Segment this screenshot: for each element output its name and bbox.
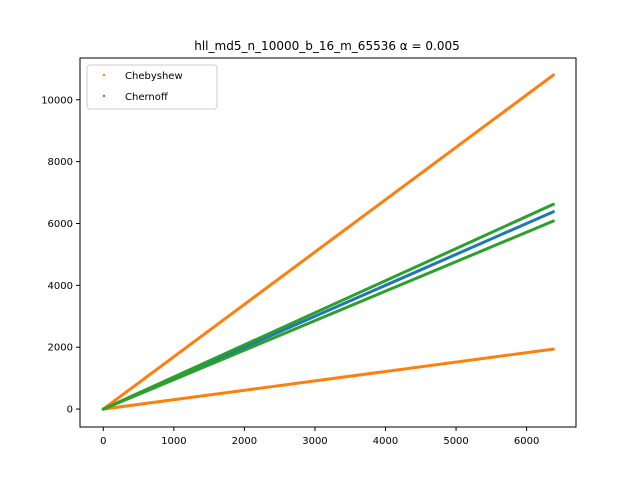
- legend-marker: [102, 73, 106, 77]
- x-axis: 0 1000 2000 3000 4000 5000 6000: [100, 427, 539, 447]
- y-tick-label: 0: [67, 405, 73, 416]
- series-2: [101, 202, 555, 411]
- x-tick-label: 0: [100, 436, 106, 447]
- series-2-line-1: [101, 219, 555, 411]
- x-tick-label: 3000: [302, 436, 327, 447]
- series-1-line-1: [101, 347, 555, 411]
- chart-title: hll_md5_n_10000_b_16_m_65536 α = 0.005: [194, 39, 460, 53]
- y-tick-label: 10000: [41, 95, 73, 106]
- x-tick-label: 4000: [373, 436, 398, 447]
- x-tick-label: 6000: [514, 436, 539, 447]
- legend: Chebyshew Chernoff: [86, 64, 218, 110]
- legend-box: [86, 64, 218, 110]
- y-tick-label: 2000: [48, 343, 73, 354]
- series-1: [101, 73, 555, 411]
- y-tick-label: 6000: [48, 219, 73, 230]
- x-tick-label: 5000: [443, 436, 468, 447]
- series-1-line-0: [101, 73, 555, 411]
- series-2-line-0: [101, 202, 555, 411]
- y-tick-label: 4000: [48, 281, 73, 292]
- legend-entry-label: Chernoff: [125, 92, 169, 103]
- x-tick-label: 2000: [232, 436, 257, 447]
- y-tick-label: 8000: [48, 157, 73, 168]
- axes-frame: [79, 57, 577, 428]
- plot-lines: [101, 73, 555, 411]
- legend-marker: [102, 94, 106, 98]
- legend-entry-label: Chebyshew: [125, 71, 183, 82]
- y-axis: 0 2000 4000 6000 8000 10000: [41, 95, 80, 416]
- x-tick-label: 1000: [161, 436, 186, 447]
